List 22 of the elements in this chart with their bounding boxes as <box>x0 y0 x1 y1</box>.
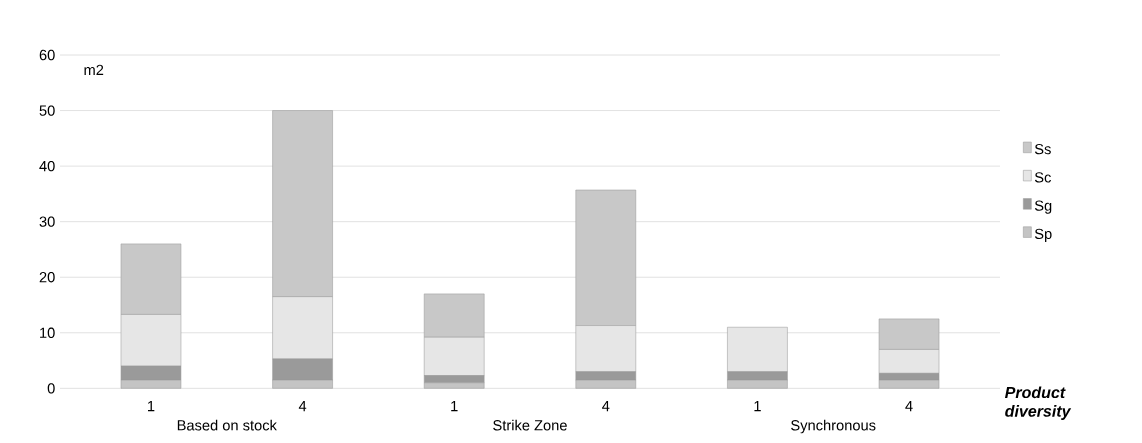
text: Strike Zone <box>493 419 567 431</box>
y-tick-label: 0 <box>47 383 55 394</box>
legend-label: Sg <box>1034 200 1052 214</box>
text: Based on stock <box>177 419 277 431</box>
y-tick-label: 30 <box>39 216 55 227</box>
legend-label: Ss <box>1034 143 1051 155</box>
x-tick-label: 1 <box>148 401 155 412</box>
y-tick-label: 60 <box>39 49 55 61</box>
text: Synchronous <box>791 419 876 434</box>
x-tick-label: 4 <box>905 401 913 412</box>
y-tick-label: 20 <box>39 272 55 283</box>
x-tick-label: 1 <box>451 401 458 412</box>
y-axis-title: m2 <box>84 64 104 75</box>
y-tick-label: 10 <box>40 327 55 338</box>
y-tick-label: 50 <box>39 105 55 116</box>
y-tick-label: 40 <box>39 160 55 172</box>
x-axis-title: Product diversity <box>1004 386 1072 420</box>
x-tick-label: 1 <box>754 401 761 412</box>
x-tick-label: 4 <box>298 401 307 412</box>
legend-label: Sc <box>1034 172 1051 183</box>
legend-label: Sp <box>1034 228 1052 242</box>
x-tick-label: 4 <box>602 401 610 412</box>
